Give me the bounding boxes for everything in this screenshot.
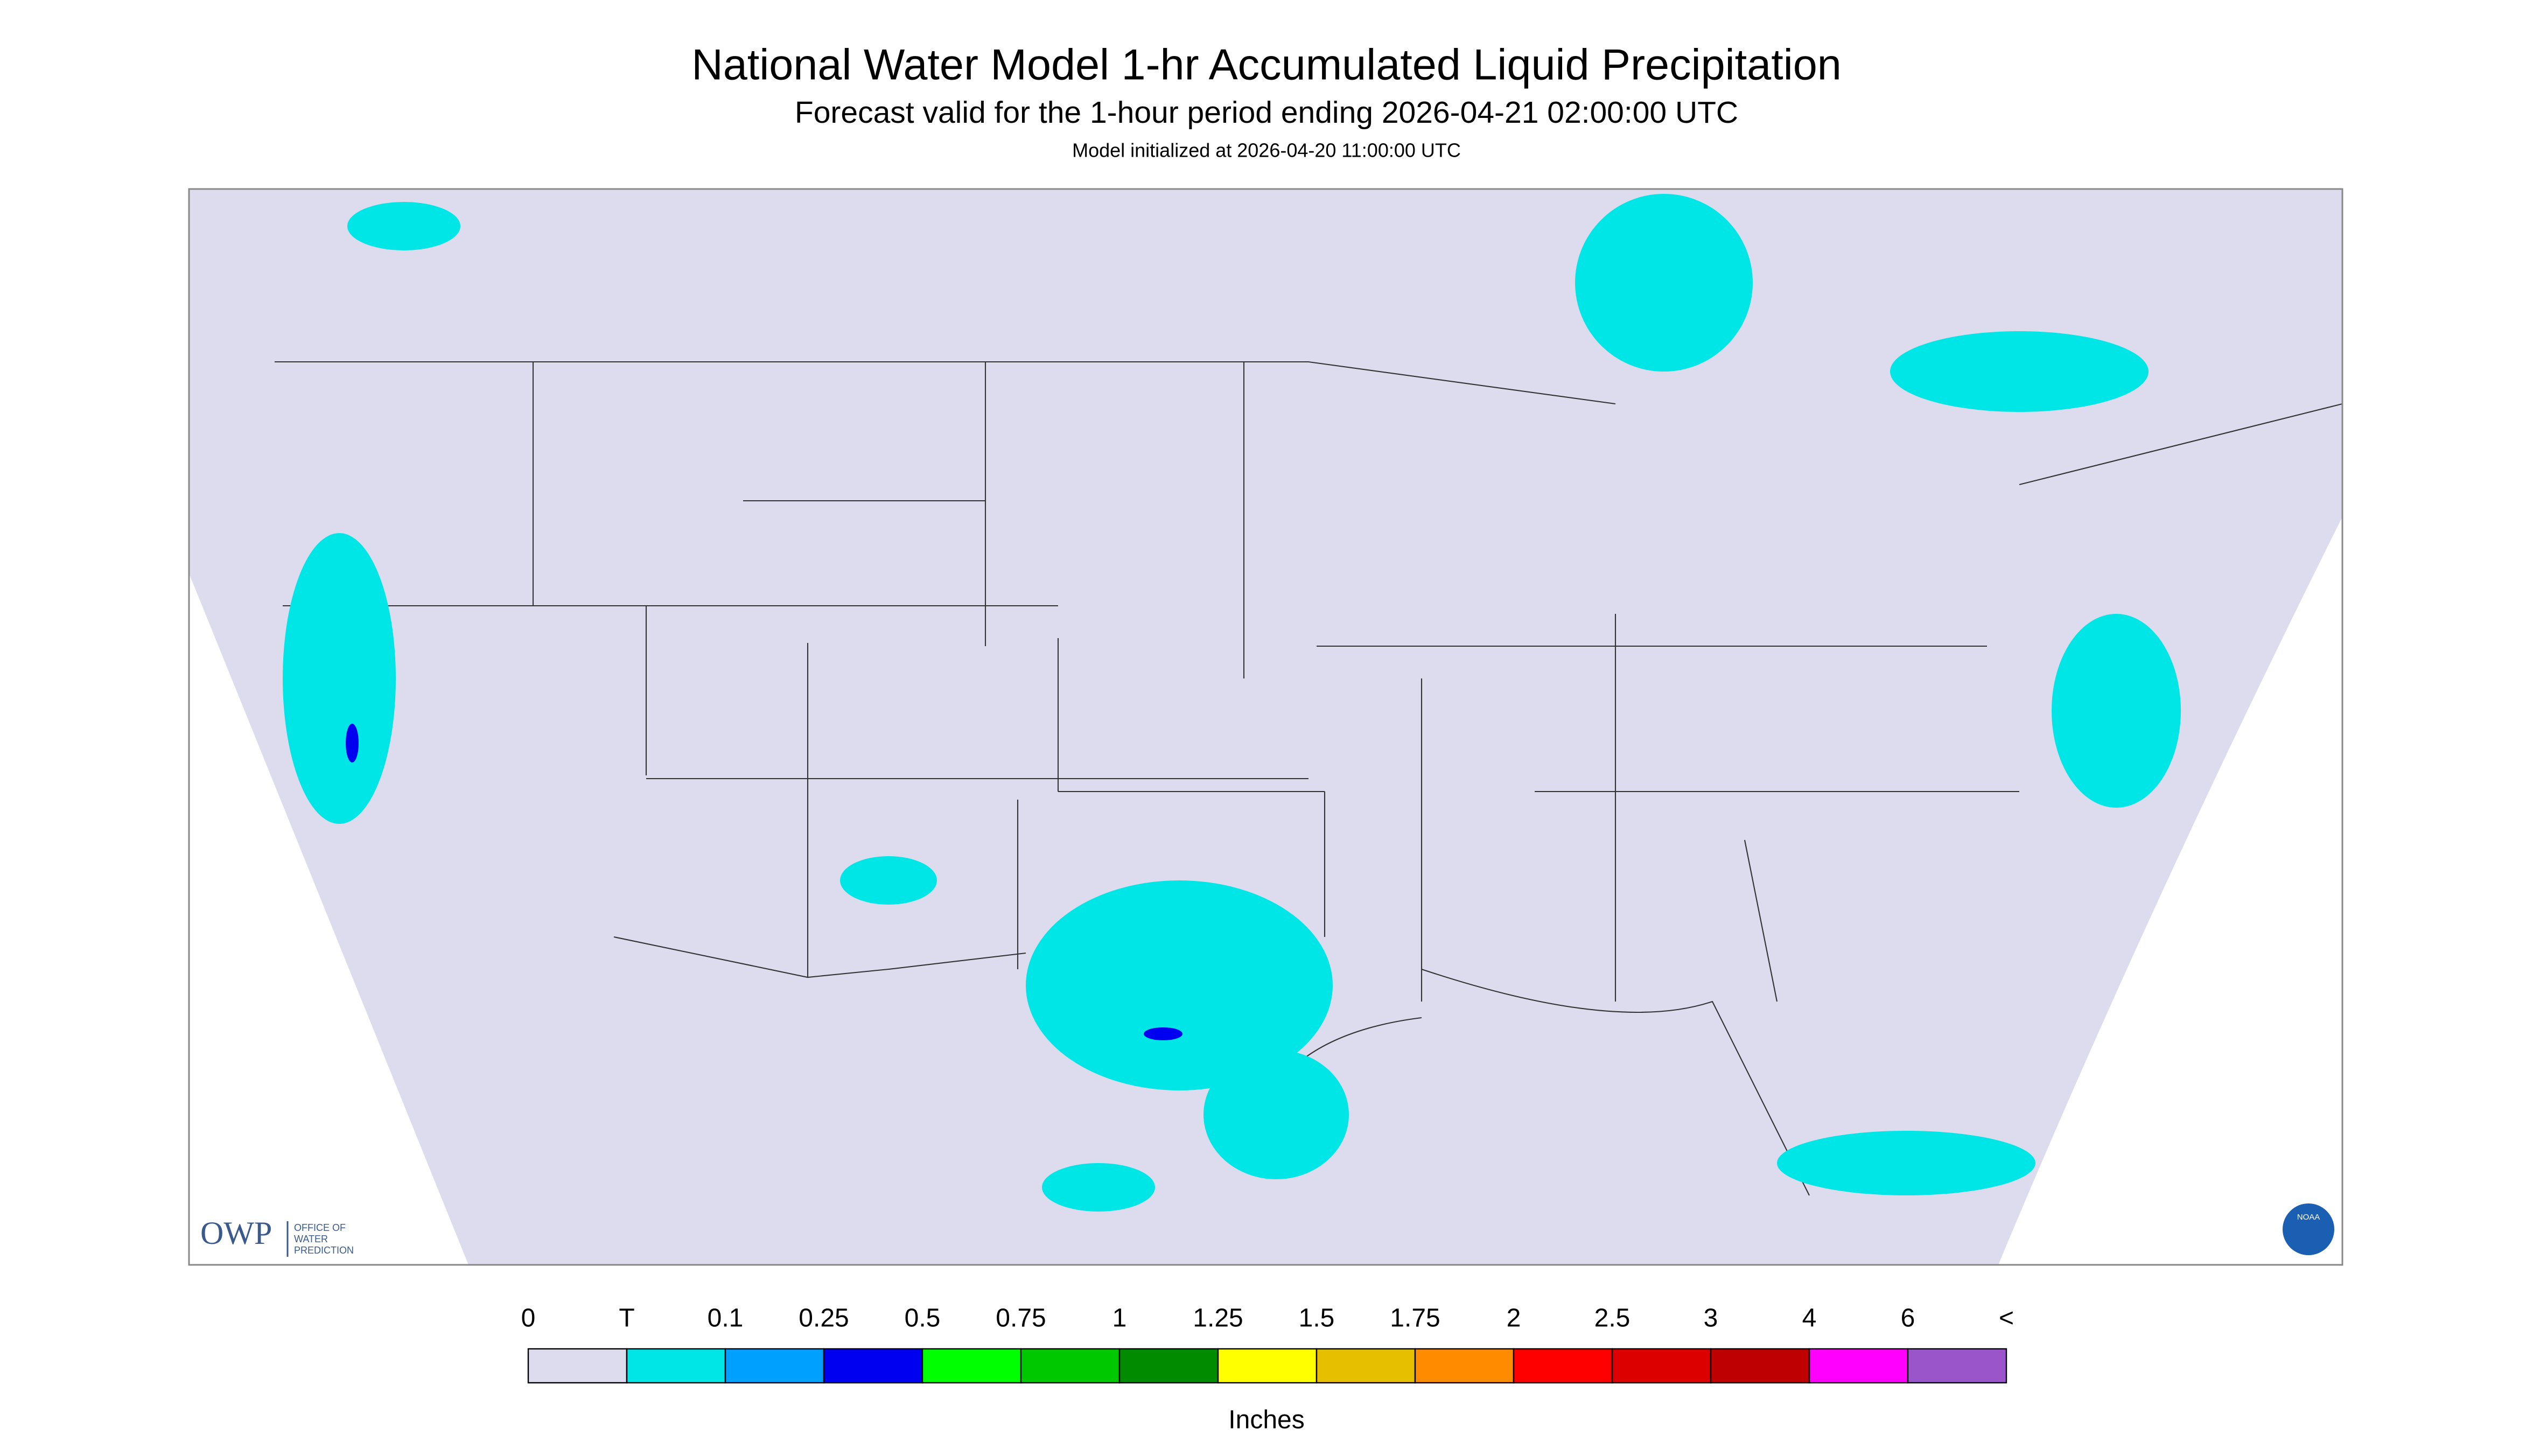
legend-swatch (823, 1348, 923, 1384)
legend-swatch (1020, 1348, 1121, 1384)
legend-swatch (1611, 1348, 1712, 1384)
legend-swatch (527, 1348, 628, 1384)
owp-line: PREDICTION (294, 1245, 354, 1256)
map-frame (188, 188, 2343, 1266)
state-borders (275, 361, 2019, 1002)
subtitle: Forecast valid for the 1-hour period end… (795, 95, 1738, 130)
owp-line: OFFICE OF (294, 1222, 346, 1233)
owp-line: WATER (294, 1234, 328, 1244)
legend-swatch (1316, 1348, 1416, 1384)
legend-swatch (1414, 1348, 1515, 1384)
legend-label: 0.5 (905, 1304, 941, 1333)
legend-swatch (1513, 1348, 1613, 1384)
owp-logo: OWP (200, 1215, 272, 1251)
init-time: Model initialized at 2026-04-20 11:00:00… (1072, 139, 1461, 162)
noaa-text: NOAA (2297, 1213, 2320, 1222)
legend-label: 1 (1112, 1304, 1127, 1333)
legend-label: 0 (521, 1304, 536, 1333)
legend-swatch (921, 1348, 1022, 1384)
legend-swatch (1710, 1348, 1810, 1384)
legend-swatch (1217, 1348, 1318, 1384)
legend-label: 3 (1704, 1304, 1718, 1333)
legend-label: 4 (1802, 1304, 1817, 1333)
legend-label: 1.75 (1390, 1304, 1440, 1333)
legend-label: 0.25 (799, 1304, 849, 1333)
map: OWP OFFICE OF WATER PREDICTION NOAA (188, 188, 2343, 1266)
precipitation (283, 194, 2181, 1212)
legend-unit: Inches (1228, 1406, 1304, 1434)
legend-label: 2 (1507, 1304, 1521, 1333)
legend-label: < (1999, 1304, 2014, 1333)
map-domain (189, 189, 2342, 1265)
legend-label: 1.5 (1299, 1304, 1335, 1333)
noaa-logo (2283, 1203, 2334, 1256)
title: National Water Model 1-hr Accumulated Li… (691, 40, 1842, 89)
legend-label: 0.75 (996, 1304, 1046, 1333)
legend-label: 1.25 (1193, 1304, 1243, 1333)
legend-swatch (626, 1348, 726, 1384)
legend-swatch (1118, 1348, 1219, 1384)
legend-swatch (724, 1348, 825, 1384)
legend-label: 0.1 (708, 1304, 744, 1333)
legend: Inches 0 T 0.1 0.25 0.5 0.75 1 1.25 1.5 1.75 2 2.5 3… (521, 1304, 2014, 1434)
legend-label: 2.5 (1594, 1304, 1631, 1333)
legend-label: T (619, 1304, 634, 1333)
legend-swatch (1907, 1348, 2007, 1384)
legend-label: 6 (1901, 1304, 1915, 1333)
legend-swatch (1808, 1348, 1909, 1384)
